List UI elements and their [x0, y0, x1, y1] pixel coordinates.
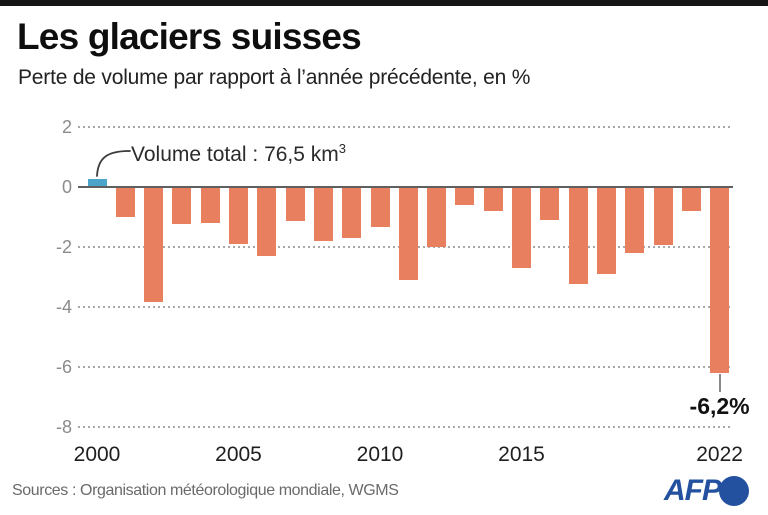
- bar-2013: [455, 186, 475, 205]
- bar-2015: [512, 186, 531, 268]
- y-tick-label--4: -4: [55, 296, 72, 317]
- top-rule: [0, 0, 768, 6]
- bar-2010: [370, 186, 390, 227]
- bar-2018: [596, 186, 616, 274]
- annotation-text: Volume total : 76,5 km: [131, 143, 339, 166]
- bar-2014: [483, 186, 503, 211]
- afp-logo-text: AFP: [664, 474, 722, 507]
- x-tick-label-2010: 2010: [356, 443, 404, 466]
- y-tick-label--8: -8: [55, 416, 72, 437]
- bar-2005: [229, 186, 248, 244]
- bar-2004: [200, 186, 220, 223]
- bar-2021: [681, 186, 701, 211]
- value-callout-2022: -6,2%: [689, 392, 750, 419]
- afp-logo-circle-icon: [719, 476, 749, 506]
- gridline-y--6: [78, 366, 733, 368]
- gridline-y--8: [78, 426, 733, 428]
- x-tick-label-2015: 2015: [498, 443, 545, 466]
- bar-2001: [115, 186, 135, 217]
- y-tick-label--6: -6: [55, 356, 72, 377]
- x-tick-label-2005: 2005: [215, 443, 262, 466]
- y-tick-label-0: 0: [61, 176, 72, 197]
- bar-2017: [568, 186, 588, 284]
- annotation-sup: 3: [338, 141, 347, 156]
- y-tick-label--2: -2: [55, 236, 72, 257]
- zero-axis-line: [78, 186, 733, 188]
- bar-2012: [427, 186, 447, 247]
- bar-2011: [398, 186, 418, 280]
- bar-2009: [342, 186, 362, 238]
- page-subtitle: Perte de volume par rapport à l’année pr…: [18, 66, 531, 89]
- bar-2007: [285, 186, 305, 221]
- bar-2002: [144, 186, 164, 302]
- afp-logo: AFP: [664, 474, 756, 510]
- x-tick-label-2000: 2000: [73, 443, 121, 466]
- x-tick-label-2022: 2022: [696, 443, 743, 466]
- bar-2006: [257, 186, 277, 256]
- callout-connector: [718, 373, 721, 392]
- bar-2016: [540, 186, 560, 220]
- bar-2020: [653, 186, 673, 245]
- bar-2022: [710, 186, 730, 373]
- bar-2008: [313, 186, 333, 241]
- y-tick-label-2: 2: [61, 116, 72, 137]
- sources-text: Sources : Organisation météorologique mo…: [12, 482, 399, 499]
- bar-2003: [172, 186, 192, 224]
- annotation-pointer-icon: [96, 150, 131, 177]
- bar-2019: [625, 186, 645, 253]
- gridline-y-2: [78, 126, 733, 128]
- annotation-total-volume: Volume total : 76,5 km3: [131, 141, 346, 167]
- gridline-y--4: [78, 306, 733, 308]
- page-title: Les glaciers suisses: [17, 16, 362, 57]
- bar-2000: [87, 179, 107, 187]
